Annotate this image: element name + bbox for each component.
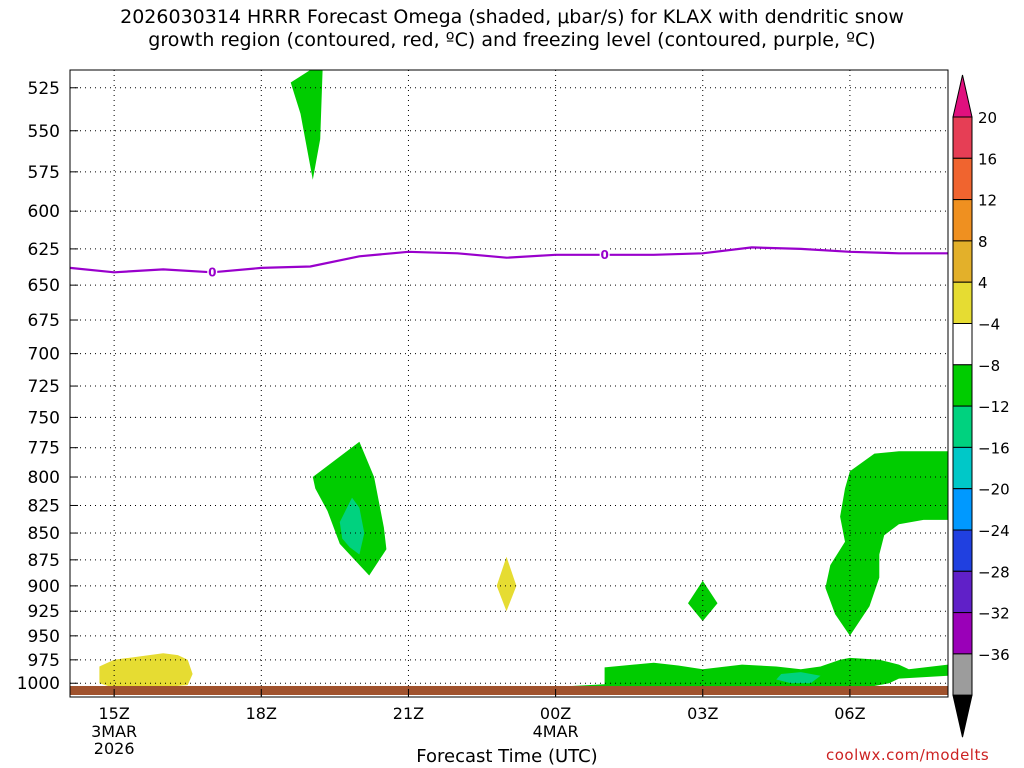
colorbar-label-2: 12	[978, 192, 997, 210]
y-tick-label-925: 925	[28, 602, 60, 622]
colorbar-band-6	[952, 364, 973, 407]
colorbar: 20 16 12 8 4 −4 −8 −12 −16 −20 −24 −28 −32 −36	[952, 74, 1010, 738]
colorbar-band-9	[952, 488, 973, 531]
x-tick-label-00Z: 00Z	[540, 704, 571, 723]
omega-region-teal-surface	[776, 672, 821, 684]
y-tick-label-775: 775	[28, 439, 60, 459]
y-tick-label-575: 575	[28, 163, 60, 183]
freezing-level-line	[69, 246, 948, 274]
colorbar-label-13: −36	[978, 646, 1010, 664]
colorbar-band-1	[952, 157, 973, 201]
colorbar-label-12: −32	[978, 605, 1010, 623]
colorbar-band-8	[952, 446, 973, 490]
plot-frame	[69, 69, 949, 698]
y-tick-label-725: 725	[28, 377, 60, 397]
x-axis-title-text: Forecast Time (UTC)	[416, 746, 598, 767]
colorbar-top-arrow	[952, 74, 973, 118]
omega-region-mid-teal	[339, 497, 365, 555]
omega-region-green-surface	[604, 657, 948, 689]
freezing-level-label-1: 0	[600, 248, 608, 262]
y-tick-label-675: 675	[28, 311, 60, 331]
colorbar-band-11	[952, 570, 973, 614]
y-tick-label-825: 825	[28, 496, 60, 516]
x-tick-label-15Z: 15Z	[98, 704, 129, 723]
colorbar-band-12	[952, 612, 973, 655]
y-tick-label-750: 750	[28, 408, 60, 428]
y-tick-label-1000: 1000	[17, 674, 60, 694]
colorbar-band-2	[952, 199, 973, 242]
y-tick-label-850: 850	[28, 524, 60, 544]
x-tick-sublabel-15Z-1: 2026	[94, 739, 135, 758]
colorbar-label-7: −12	[978, 398, 1010, 416]
x-axis-title: Forecast Time (UTC)	[0, 746, 1024, 767]
colorbar-label-4: 4	[978, 274, 988, 292]
colorbar-label-1: 16	[978, 150, 997, 168]
omega-shading-layer	[99, 70, 948, 689]
colorbar-band-10	[952, 529, 973, 572]
y-tick-label-650: 650	[28, 276, 60, 296]
site-credit: coolwx.com/modelts	[826, 746, 990, 764]
colorbar-label-11: −28	[978, 563, 1010, 581]
y-tick-label-900: 900	[28, 577, 60, 597]
y-tick-label-875: 875	[28, 551, 60, 571]
chart-title-line-1: 2026030314 HRRR Forecast Omega (shaded, …	[120, 6, 904, 28]
omega-region-green-right	[825, 451, 948, 636]
y-axis: 525 550 575 600 625 650 675 700 725 750 775 800 825 8…	[17, 79, 78, 694]
chart-title-line-2: growth region (contoured, red, ºC) and f…	[148, 29, 876, 51]
colorbar-band-0	[952, 116, 973, 159]
colorbar-label-9: −20	[978, 481, 1010, 499]
y-tick-label-625: 625	[28, 240, 60, 260]
colorbar-label-10: −24	[978, 522, 1010, 540]
terrain-strip	[70, 686, 948, 695]
y-tick-label-800: 800	[28, 468, 60, 488]
x-tick-label-03Z: 03Z	[687, 704, 718, 723]
colorbar-label-3: 8	[978, 233, 988, 251]
chart-title: 2026030314 HRRR Forecast Omega (shaded, …	[0, 6, 1024, 52]
x-tick-sublabel-15Z-0: 3MAR	[91, 722, 137, 741]
freezing-level-layer: 00	[69, 246, 948, 279]
freezing-level-label-bg-0	[207, 264, 218, 279]
colorbar-band-4	[952, 281, 973, 325]
colorbar-label-0: 20	[978, 109, 997, 127]
terrain-layer	[70, 686, 948, 695]
y-tick-label-950: 950	[28, 627, 60, 647]
x-tick-label-21Z: 21Z	[393, 704, 424, 723]
colorbar-band-7	[952, 405, 973, 448]
y-tick-label-700: 700	[28, 345, 60, 365]
colorbar-label-8: −16	[978, 439, 1010, 457]
y-tick-label-600: 600	[28, 202, 60, 222]
omega-region-upper-green	[290, 70, 323, 180]
y-tick-label-525: 525	[28, 79, 60, 99]
x-tick-label-06Z: 06Z	[834, 704, 865, 723]
x-tick-sublabel-00Z-0: 4MAR	[533, 722, 579, 741]
y-tick-label-550: 550	[28, 122, 60, 142]
colorbar-band-13	[952, 653, 973, 696]
omega-region-yellow-surface	[99, 653, 193, 688]
x-tick-label-18Z: 18Z	[246, 704, 277, 723]
y-tick-label-975: 975	[28, 651, 60, 671]
colorbar-bottom-arrow	[952, 694, 973, 738]
omega-region-yellow-small	[496, 556, 517, 612]
freezing-level-label-0: 0	[208, 265, 216, 279]
freezing-level-label-bg-1	[599, 246, 610, 261]
colorbar-band-3	[952, 240, 973, 283]
colorbar-band-5	[952, 323, 973, 366]
colorbar-label-5: −4	[978, 316, 1000, 334]
colorbar-label-6: −8	[978, 357, 1000, 375]
